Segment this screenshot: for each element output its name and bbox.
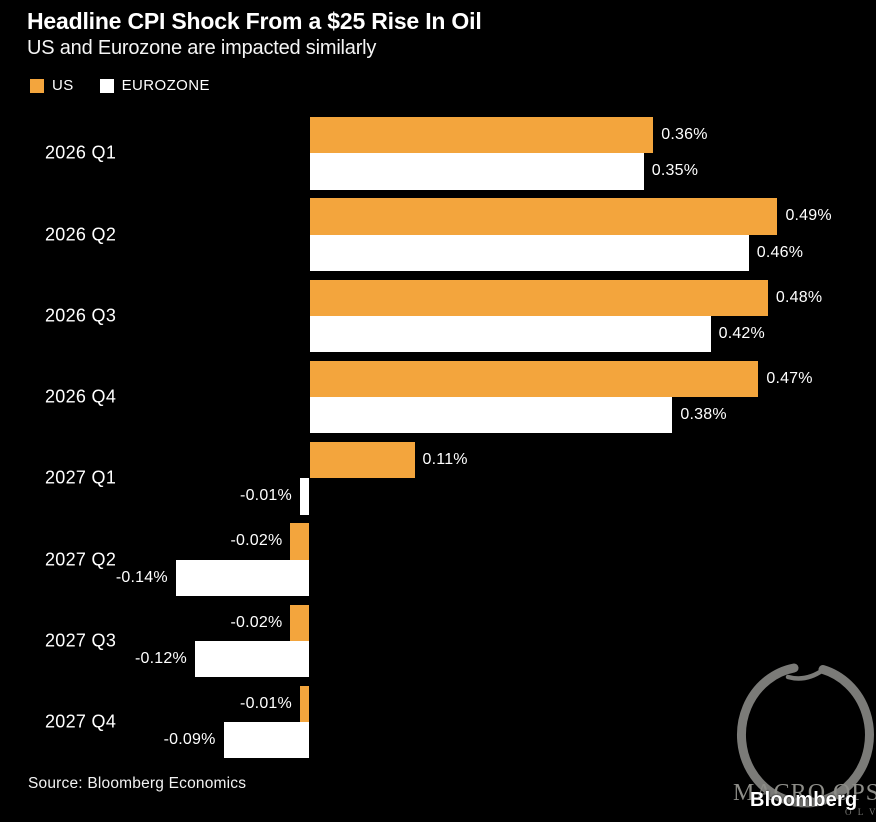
legend-label-us: US [52,77,74,94]
bar-us-2027-q4 [299,685,310,723]
bar-eurozone-2027-q2 [175,559,310,596]
value-label-eurozone-2027-q3: -0.12% [135,649,187,667]
category-label-2026-q4: 2026 Q4 [45,386,117,407]
category-label-2027-q2: 2027 Q2 [45,549,117,570]
value-label-eurozone-2026-q4: 0.38% [680,406,727,424]
bar-us-2026-q1 [309,117,654,154]
legend-label-eurozone: EUROZONE [121,77,210,94]
us-swatch-icon [30,78,44,93]
category-label-2027-q3: 2027 Q3 [45,630,117,651]
value-label-us-2026-q2: 0.49% [785,207,832,225]
legend-item-eurozone: EUROZONE [99,77,210,94]
bar-us-2027-q3 [290,604,310,641]
bar-us-2026-q4 [309,360,759,398]
category-label-2026-q1: 2026 Q1 [45,142,117,163]
macro-ops-text: MACRO OPS [733,780,876,806]
value-label-us-2026-q1: 0.36% [661,126,708,144]
bar-us-2026-q3 [309,279,768,316]
value-label-us-2027-q1: 0.11% [422,451,468,469]
value-label-us-2026-q4: 0.47% [766,369,813,387]
bar-eurozone-2027-q3 [194,640,310,678]
bar-eurozone-2026-q1 [309,153,644,190]
category-label-2026-q2: 2026 Q2 [45,224,117,245]
bar-us-2027-q1 [309,442,415,479]
bar-eurozone-2027-q4 [223,722,310,759]
bar-us-2026-q2 [309,198,778,235]
category-label-2027-q1: 2027 Q1 [45,467,117,488]
chart-subtitle: US and Eurozone are impacted similarly [27,37,377,59]
bar-us-2027-q2 [290,523,310,560]
bar-eurozone-2026-q2 [309,234,749,271]
value-label-eurozone-2027-q2: -0.14% [115,568,168,586]
category-label-2026-q3: 2026 Q3 [45,305,117,326]
bar-eurozone-2026-q4 [309,397,673,434]
value-label-eurozone-2026-q1: 0.35% [651,162,699,180]
legend-item-us: US [30,77,74,94]
eurozone-swatch-icon [99,78,114,93]
value-label-eurozone-2027-q4: -0.09% [163,731,216,749]
value-label-us-2027-q4: -0.01% [240,694,292,712]
macro-ops-watermark: MACRO OPS O L V E [733,650,876,822]
value-label-us-2027-q3: -0.02% [230,613,283,631]
category-label-2027-q4: 2027 Q4 [45,711,117,732]
bar-eurozone-2026-q3 [309,315,711,353]
page-title: Headline CPI Shock From a $25 Rise In Oi… [27,8,482,34]
value-label-eurozone-2026-q3: 0.42% [718,324,765,342]
enso-circle-icon [736,663,874,808]
value-label-eurozone-2027-q1: -0.01% [240,487,292,505]
macro-ops-tagline: O L V E [845,807,876,817]
value-label-us-2026-q3: 0.48% [775,288,823,306]
bloomberg-logo: Bloomberg [750,789,858,811]
bar-eurozone-2027-q1 [299,478,310,515]
chart-legend: US EUROZONE [30,77,210,94]
source-note: Source: Bloomberg Economics [28,775,247,792]
value-label-eurozone-2026-q2: 0.46% [756,243,804,261]
value-label-us-2027-q2: -0.02% [230,532,283,550]
